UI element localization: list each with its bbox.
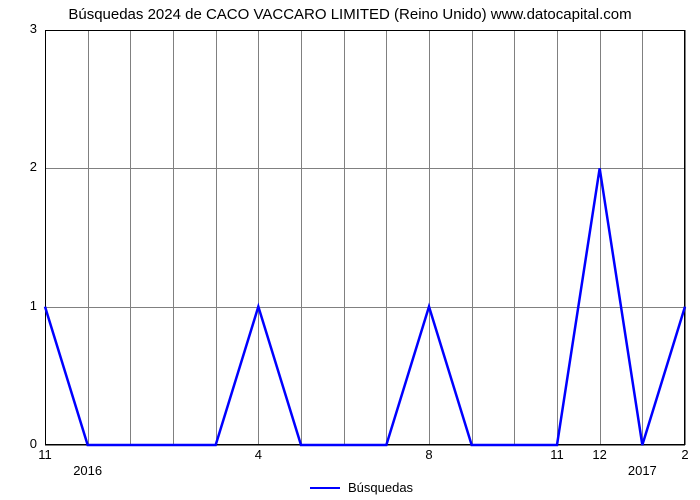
legend: Búsquedas <box>310 480 413 495</box>
chart-title: Búsquedas 2024 de CACO VACCARO LIMITED (… <box>0 6 700 23</box>
x-tick-label: 11 <box>550 447 564 462</box>
y-tick-label: 0 <box>17 436 37 451</box>
x-tick-label-year: 2017 <box>628 463 657 478</box>
y-tick-label: 3 <box>17 21 37 36</box>
x-tick-label: 8 <box>425 447 432 462</box>
x-tick-label-year: 2016 <box>73 463 102 478</box>
y-tick-label: 2 <box>17 159 37 174</box>
plot-area <box>45 30 685 445</box>
legend-label: Búsquedas <box>348 480 413 495</box>
gridline-vertical <box>685 30 686 445</box>
x-tick-label: 4 <box>255 447 262 462</box>
series-line <box>45 30 685 445</box>
legend-line <box>310 487 340 489</box>
x-tick-label: 11 <box>38 447 52 462</box>
x-tick-label: 12 <box>592 447 606 462</box>
y-tick-label: 1 <box>17 298 37 313</box>
x-tick-label: 2 <box>681 447 688 462</box>
